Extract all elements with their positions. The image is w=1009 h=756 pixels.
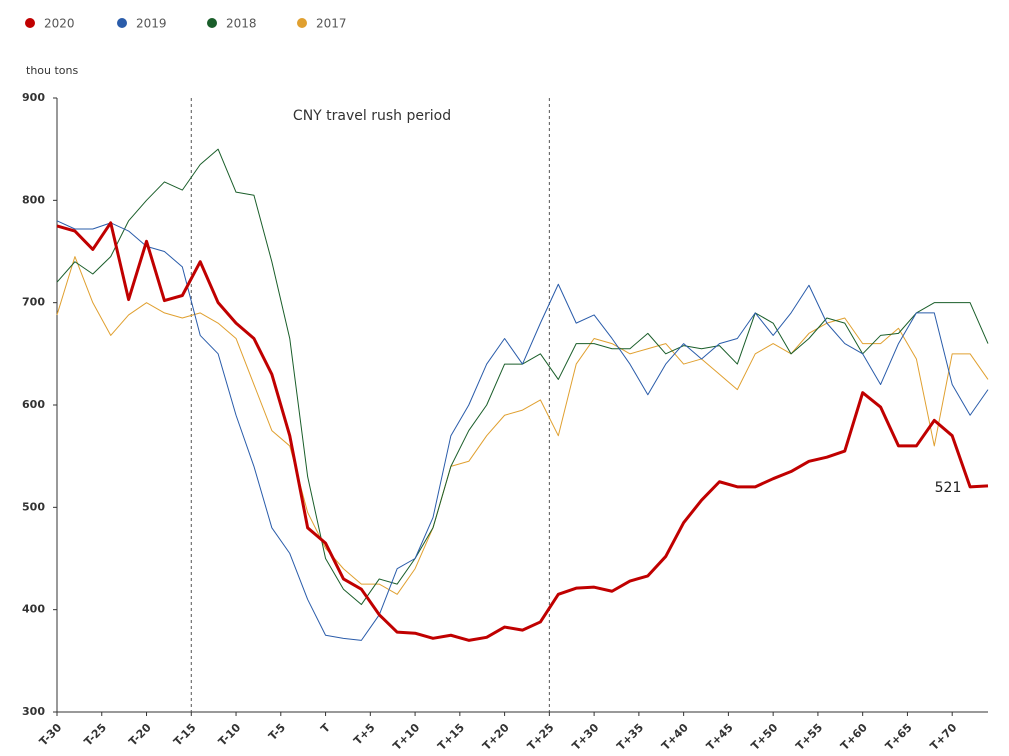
x-tick-label: T+5 [351,721,377,747]
y-tick-label: 900 [22,91,45,104]
x-tick-label: T-25 [82,721,109,748]
x-tick-label: T+15 [435,721,467,753]
x-tick-label: T-10 [216,721,244,749]
x-tick-label: T-20 [126,721,154,749]
x-tick-label: T-15 [171,721,198,748]
legend-label: 2017 [316,17,347,31]
y-tick-label: 500 [22,500,45,513]
x-tick-label: T-5 [266,721,288,743]
y-tick-label: 700 [22,296,45,309]
legend-marker [117,18,127,28]
annotation: CNY travel rush period [293,108,451,124]
x-tick-label: T+40 [659,721,691,753]
x-tick-label: T+45 [704,721,736,753]
x-tick-label: T+25 [525,721,557,753]
x-tick-label: T+35 [614,721,646,753]
x-tick-label: T+60 [838,721,870,753]
x-tick-label: T-30 [37,721,65,749]
legend-marker [207,18,217,28]
x-tick-label: T+20 [480,721,512,753]
x-tick-label: T+55 [793,721,825,753]
series-line [56,148,989,606]
y-tick-label: 400 [22,603,45,616]
x-tick-label: T+70 [928,721,960,753]
legend-label: 2020 [44,17,75,31]
legend-label: 2018 [226,17,257,31]
y-tick-label: 600 [22,398,45,411]
x-tick-label: T+50 [749,721,781,753]
series-line [56,256,989,595]
y-tick-label: 800 [22,193,45,206]
y-axis-label: thou tons [26,64,78,77]
series-line [56,221,989,642]
x-tick-label: T+30 [570,721,602,753]
legend-marker [25,18,35,28]
x-tick-label: T+65 [883,721,915,753]
data-label: 521 [935,480,962,496]
legend-marker [297,18,307,28]
legend-label: 2019 [136,17,167,31]
x-tick-label: T+10 [390,721,422,753]
x-tick-label: T [318,721,333,736]
y-tick-label: 300 [22,705,45,718]
series-line [56,220,989,641]
